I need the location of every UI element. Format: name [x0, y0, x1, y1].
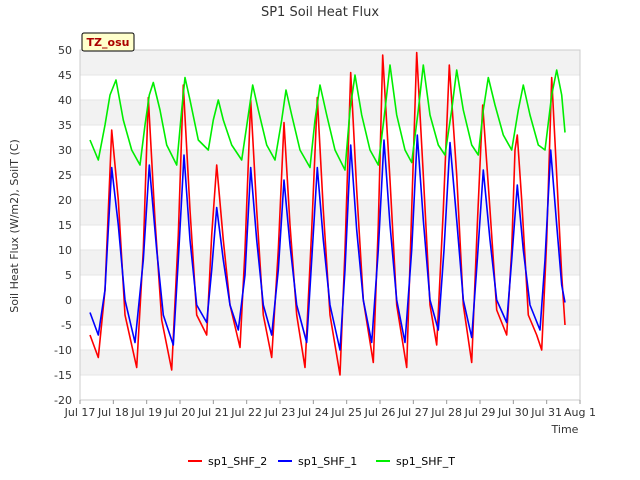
- grid-band: [80, 50, 580, 75]
- x-tick-label: Jul 18: [97, 406, 129, 419]
- x-axis-label: Time: [551, 423, 579, 436]
- y-tick-label: 20: [58, 194, 72, 207]
- x-tick-label: Jul 24: [297, 406, 329, 419]
- x-tick-label: Jul 31: [530, 406, 562, 419]
- y-tick-label: 50: [58, 44, 72, 57]
- y-tick-label: -10: [54, 344, 72, 357]
- x-tick-label: Jul 29: [464, 406, 496, 419]
- x-tick-label: Jul 27: [397, 406, 429, 419]
- y-tick-label: -5: [61, 319, 72, 332]
- y-tick-label: 40: [58, 94, 72, 107]
- grid-band: [80, 200, 580, 225]
- grid-band: [80, 350, 580, 375]
- x-tick-label: Aug 1: [564, 406, 596, 419]
- site-tag: TZ_osu: [81, 32, 135, 52]
- legend: sp1_SHF_2 sp1_SHF_1 sp1_SHF_T: [188, 455, 455, 468]
- grid-band: [80, 250, 580, 275]
- x-tick-label: Jul 23: [264, 406, 296, 419]
- legend-label-sp1_SHF_2: sp1_SHF_2: [208, 455, 267, 468]
- site-tag-box: [81, 32, 135, 52]
- y-tick-label: 25: [58, 169, 72, 182]
- x-tick-label: Jul 28: [430, 406, 462, 419]
- x-tick-label: Jul 20: [164, 406, 196, 419]
- y-tick-label: -20: [54, 394, 72, 407]
- series-line-sp1_SHF_T: [89, 64, 566, 171]
- y-tick-label: 5: [65, 269, 72, 282]
- x-tick-label: Jul 17: [64, 406, 96, 419]
- grid-band: [80, 100, 580, 125]
- plot-area-border: [79, 49, 581, 401]
- site-tag-label: TZ_osu: [87, 36, 130, 49]
- y-tick-label: 15: [58, 219, 72, 232]
- x-axis-ticks: Jul 17 Jul 18 Jul 19 Jul 20 Jul 21 Jul 22 Jul …: [64, 400, 596, 419]
- x-tick-label: Jul 25: [330, 406, 362, 419]
- x-tick-label: Jul 21: [197, 406, 229, 419]
- y-tick-label: 35: [58, 119, 72, 132]
- y-tick-label: 10: [58, 244, 72, 257]
- x-tick-label: Jul 22: [230, 406, 262, 419]
- legend-label-sp1_SHF_T: sp1_SHF_T: [396, 455, 455, 468]
- x-tick-label: Jul 26: [364, 406, 396, 419]
- y-tick-label: 45: [58, 69, 72, 82]
- y-tick-label: 0: [65, 294, 72, 307]
- y-axis-ticks: -20 -15 -10 -5 0 5 10 15 20 25 30 35 40 45 50: [54, 44, 72, 407]
- y-tick-label: 30: [58, 144, 72, 157]
- y-tick-label: -15: [54, 369, 72, 382]
- grid-band: [80, 150, 580, 175]
- legend-label-sp1_SHF_1: sp1_SHF_1: [298, 455, 357, 468]
- series-lines: [89, 51, 566, 376]
- series-line-sp1_SHF_1: [89, 134, 566, 351]
- x-tick-label: Jul 19: [130, 406, 162, 419]
- y-axis-label: Soil Heat Flux (W/m2), SoilT (C): [8, 139, 21, 312]
- x-tick-label: Jul 30: [497, 406, 529, 419]
- chart-title: SP1 Soil Heat Flux: [261, 5, 379, 20]
